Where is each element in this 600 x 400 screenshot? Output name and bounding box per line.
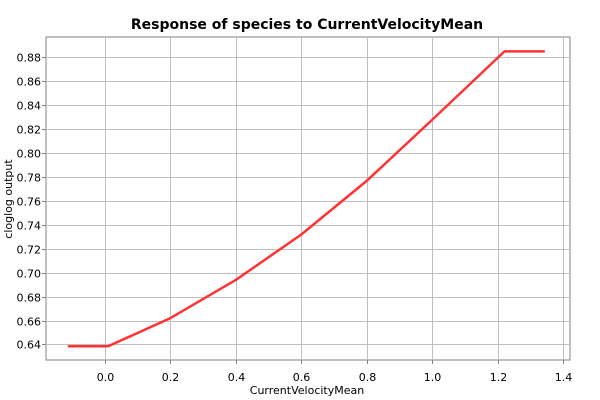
- y-tick-label: 0.74: [17, 220, 42, 233]
- y-tick-label: 0.64: [17, 339, 42, 352]
- x-axis: 0.0 0.2 0.4 0.6 0.8 1.0 1.2 1.4: [97, 360, 573, 384]
- y-tick-label: 0.84: [17, 100, 42, 113]
- y-tick-label: 0.70: [17, 268, 42, 281]
- y-tick-label: 0.82: [17, 124, 42, 137]
- x-tick-label: 0.0: [97, 371, 115, 384]
- y-tick-label: 0.68: [17, 292, 42, 305]
- y-tick-label: 0.72: [17, 244, 42, 257]
- chart-title: Response of species to CurrentVelocityMe…: [131, 17, 483, 33]
- y-tick-label: 0.80: [17, 148, 42, 161]
- x-tick-label: 0.2: [162, 371, 180, 384]
- x-tick-label: 0.8: [359, 371, 377, 384]
- x-tick-label: 0.4: [228, 371, 246, 384]
- y-tick-label: 0.78: [17, 172, 42, 185]
- y-tick-label: 0.66: [17, 316, 42, 329]
- x-tick-label: 1.2: [490, 371, 508, 384]
- y-tick-label: 0.86: [17, 76, 42, 89]
- x-tick-label: 1.4: [555, 371, 573, 384]
- y-tick-label: 0.88: [17, 52, 42, 65]
- x-tick-label: 1.0: [424, 371, 442, 384]
- y-tick-label: 0.76: [17, 196, 42, 209]
- y-axis: 0.64 0.66 0.68 0.70 0.72 0.74 0.76 0.78 0.80 0.82…: [17, 52, 46, 352]
- x-axis-label: CurrentVelocityMean: [250, 384, 364, 397]
- grid: [46, 37, 570, 360]
- plot-area: [45, 36, 571, 361]
- x-tick-label: 0.6: [293, 371, 311, 384]
- response-curve-line: [67, 50, 546, 348]
- y-axis-label: cloglog output: [2, 159, 15, 239]
- series-layer: [67, 50, 546, 348]
